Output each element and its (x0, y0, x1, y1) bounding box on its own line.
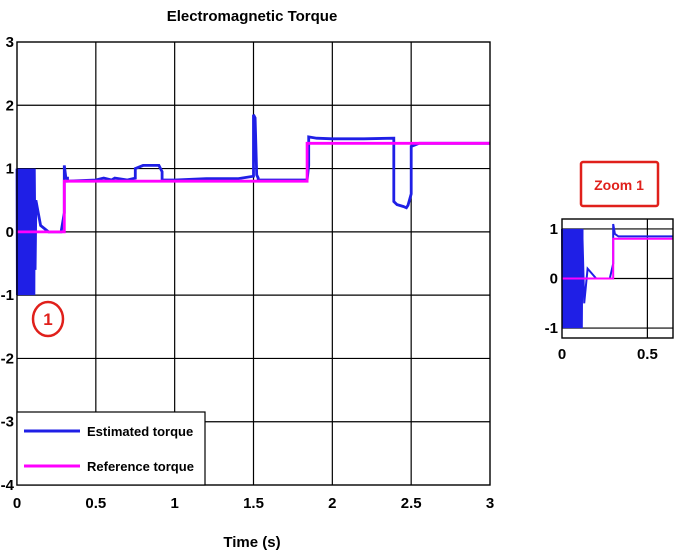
zoom-chart: Zoom 1 0 0.5 -101 (545, 160, 674, 363)
main-chart-y-tick-label: -1 (1, 287, 14, 304)
main-chart-x-tick-label: 1 (170, 495, 178, 512)
zoom-chart-y-tick-label: -1 (545, 320, 558, 337)
zoom-title-box (579, 160, 660, 208)
legend-label-reference: Reference torque (87, 459, 194, 474)
legend-box (16, 411, 206, 486)
main-chart-y-tick-label: -4 (1, 477, 15, 494)
main-chart-series (15, 114, 490, 296)
main-chart: Electromagnetic Torque 0 0.5 1 1.5 2 2.5 3 -4-… (1, 8, 495, 551)
legend: Estimated torque Reference torque (16, 411, 206, 486)
main-chart-x-tick-label: 2 (328, 495, 336, 512)
zoom-chart-x-tick-label: 0 (558, 346, 566, 363)
main-chart-x-ticks: 0 0.5 1 1.5 2 2.5 3 (13, 495, 494, 512)
main-chart-y-tick-label: 2 (6, 97, 14, 114)
annotation-circle (31, 300, 65, 338)
main-chart-x-tick-label: 0 (13, 495, 21, 512)
main-chart-y-tick-label: 0 (6, 224, 14, 241)
zoom-chart-x-tick-label: 0.5 (637, 346, 658, 363)
zoom-chart-reference-line (562, 237, 673, 280)
zoom-chart-y-tick-label: 0 (550, 271, 558, 288)
main-chart-x-tick-label: 3 (486, 495, 494, 512)
main-chart-title: Electromagnetic Torque (167, 8, 338, 25)
zoom-chart-title: Zoom 1 (594, 177, 644, 193)
zoom-chart-y-ticks: -1 0 1 (545, 221, 558, 337)
chart-annotation-marker: 1 (31, 300, 65, 338)
main-chart-y-tick-label: -2 (1, 350, 14, 367)
main-chart-y-tick-label: 3 (6, 34, 14, 51)
zoom-chart-x-ticks: 0 0.5 (558, 346, 658, 363)
main-chart-y-tick-label: 1 (6, 161, 14, 178)
legend-label-estimated: Estimated torque (87, 424, 193, 439)
main-chart-x-tick-label: 0.5 (85, 495, 106, 512)
main-chart-y-tick-label: -3 (1, 414, 14, 431)
main-chart-reference-line (17, 141, 490, 234)
zoom-chart-frame (561, 218, 674, 339)
main-chart-frame (16, 41, 491, 486)
zoom-chart-series (561, 223, 673, 329)
main-chart-x-axis-label: Time (s) (223, 534, 280, 551)
main-chart-y-ticks: -4 -3 -2 -1 0 1 2 3 (1, 34, 15, 494)
zoom-chart-y-tick-label: 1 (550, 221, 558, 238)
annotation-label: 1 (43, 310, 52, 329)
main-chart-x-tick-label: 2.5 (401, 495, 422, 512)
main-chart-x-tick-label: 1.5 (243, 495, 264, 512)
